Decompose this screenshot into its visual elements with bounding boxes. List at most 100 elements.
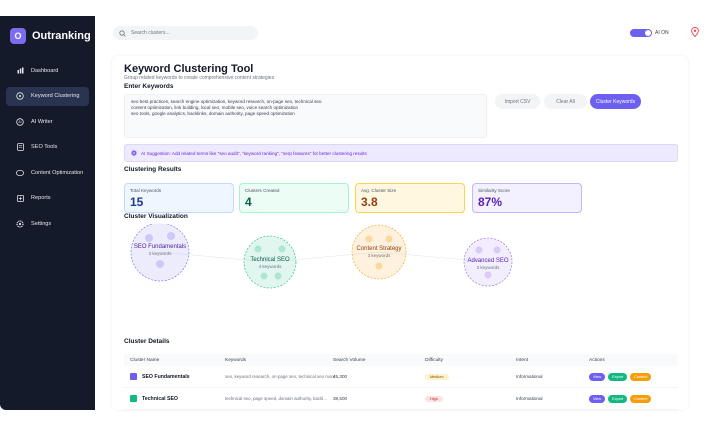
intent-cell: Informational: [516, 396, 589, 401]
cluster-name: SEO Fundamentals: [142, 374, 190, 380]
cluster-name: Content Strategy: [356, 246, 401, 252]
cluster-node-technical-seo[interactable]: Technical SEO 4 keywords: [244, 236, 296, 288]
clear-all-button[interactable]: Clear All: [544, 94, 587, 109]
view-button[interactable]: View: [589, 373, 605, 381]
cluster-name-cell: SEO Fundamentals: [124, 373, 225, 380]
difficulty-cell: High: [425, 396, 516, 401]
sidebar-item-content-optimization[interactable]: Content Optimization: [6, 163, 89, 182]
sidebar-item-label: Keyword Clustering: [31, 93, 80, 99]
brand-logo: O: [10, 28, 26, 44]
stat-value: 4: [245, 195, 343, 209]
sidebar-item-ai-writer[interactable]: AI AI Writer: [6, 112, 89, 131]
search-volume-cell: 38,500: [333, 396, 425, 401]
sidebar-item-label: AI Writer: [31, 119, 53, 125]
sidebar-item-settings[interactable]: Settings: [6, 214, 89, 233]
cluster-color-swatch: [130, 395, 137, 402]
column-header[interactable]: Actions: [589, 358, 678, 363]
export-button[interactable]: Export: [608, 395, 627, 403]
ai-suggestion-text: AI Suggestion: Add related terms like "s…: [141, 151, 367, 156]
ai-icon: AI: [16, 118, 24, 126]
keywords-cell: technical seo, page speed, domain author…: [225, 396, 333, 401]
cluster-count: 4 keywords: [259, 264, 283, 269]
page-subtitle: Group related keywords to create compreh…: [124, 75, 274, 81]
view-button[interactable]: View: [589, 395, 605, 403]
keyword-line: seo tools, google analytics, backlinks, …: [131, 111, 480, 117]
cluster-name: Advanced SEO: [467, 258, 508, 264]
stat-value: 15: [130, 195, 228, 209]
notification-pin-icon[interactable]: [691, 27, 699, 37]
clustering-results-heading: Clustering Results: [124, 166, 181, 173]
stat-clusters-created: Clusters Created 4: [239, 183, 349, 213]
difficulty-badge: Medium: [425, 374, 449, 380]
actions-cell: View Export Content: [589, 395, 678, 403]
cluster-visualization: SEO Fundamentals 3 keywords Technical SE…: [124, 224, 678, 332]
content-button[interactable]: Content: [630, 395, 651, 403]
brand-name: Outranking: [32, 30, 91, 42]
cluster-keywords-button[interactable]: Cluster Keywords: [590, 94, 641, 109]
stat-value: 3.8: [361, 195, 459, 209]
table-row: SEO Fundamentals seo, keyword research, …: [124, 366, 678, 388]
brand[interactable]: O Outranking: [10, 28, 91, 44]
stat-similarity-score: Similarity Score 87%: [472, 183, 582, 213]
content-button[interactable]: Content: [630, 373, 651, 381]
column-header[interactable]: Intent: [516, 358, 589, 363]
stat-value: 87%: [478, 195, 576, 209]
cluster-visualization-heading: Cluster Visualization: [124, 213, 188, 220]
cluster-name: Technical SEO: [142, 396, 178, 402]
chart-icon: [16, 67, 24, 75]
stat-label: Total Keywords: [130, 188, 228, 193]
column-header[interactable]: Difficulty: [425, 358, 516, 363]
column-header[interactable]: Keywords: [225, 358, 333, 363]
stat-label: Clusters Created: [245, 188, 343, 193]
difficulty-cell: Medium: [425, 374, 516, 379]
ai-toggle[interactable]: [630, 29, 652, 37]
ai-toggle-label: AI ON: [655, 30, 669, 36]
main-panel: Keyword Clustering Tool Group related ke…: [112, 56, 688, 410]
optimize-icon: [16, 169, 24, 177]
svg-text:AI: AI: [133, 151, 136, 155]
cluster-name: SEO Fundamentals: [134, 244, 186, 250]
sidebar-item-label: Dashboard: [31, 68, 58, 74]
keywords-textarea[interactable]: seo best practices, search engine optimi…: [124, 94, 487, 138]
stat-label: Avg. Cluster Size: [361, 188, 459, 193]
sidebar-item-reports[interactable]: Reports: [6, 189, 89, 208]
cluster-visualization-svg: SEO Fundamentals 3 keywords Technical SE…: [124, 224, 678, 332]
keywords-text: seo, keyword research, on-page seo, tech…: [225, 374, 324, 379]
cluster-node-advanced-seo[interactable]: Advanced SEO 3 keywords: [464, 238, 512, 286]
sidebar-item-dashboard[interactable]: Dashboard: [6, 61, 89, 80]
table-header: Cluster Name Keywords Search Volume Diff…: [124, 354, 678, 366]
column-header[interactable]: Cluster Name: [124, 358, 225, 363]
difficulty-badge: High: [425, 396, 443, 402]
actions-cell: View Export Content: [589, 373, 678, 381]
svg-text:AI: AI: [18, 120, 21, 124]
cluster-icon: [16, 92, 24, 100]
cluster-name-cell: Technical SEO: [124, 395, 225, 402]
search-icon: [119, 30, 126, 37]
export-button[interactable]: Export: [608, 373, 627, 381]
cluster-count: 3 keywords: [149, 251, 173, 256]
page-title: Keyword Clustering Tool: [124, 63, 253, 75]
sidebar-item-seo-tools[interactable]: SEO Tools: [6, 138, 89, 157]
sidebar-item-label: Content Optimization: [31, 170, 83, 176]
search-input[interactable]: [131, 30, 251, 36]
column-header[interactable]: Search Volume: [333, 358, 425, 363]
sidebar: O Outranking Dashboard Keyword Clusterin…: [0, 16, 95, 410]
intent-cell: Informational: [516, 374, 589, 379]
cluster-details-table: Cluster Name Keywords Search Volume Diff…: [124, 354, 678, 410]
search-bar: [113, 26, 258, 40]
cluster-count: 3 keywords: [477, 265, 501, 270]
import-csv-button[interactable]: Import CSV: [495, 94, 540, 109]
sidebar-nav: Dashboard Keyword Clustering AI AI Write…: [6, 61, 89, 240]
sidebar-item-label: Settings: [31, 221, 51, 227]
cluster-node-content-strategy[interactable]: Content Strategy 3 keywords: [352, 225, 406, 279]
stat-label: Similarity Score: [478, 188, 576, 193]
report-icon: [16, 194, 24, 202]
sidebar-item-keyword-clustering[interactable]: Keyword Clustering: [6, 87, 89, 106]
cluster-node-seo-fundamentals[interactable]: SEO Fundamentals 3 keywords: [131, 224, 189, 281]
document-icon: [16, 143, 24, 151]
keywords-cell: seo, keyword research, on-page seo, tech…: [225, 374, 333, 379]
gear-icon: [16, 220, 24, 228]
sidebar-item-label: Reports: [31, 195, 51, 201]
sidebar-item-label: SEO Tools: [31, 144, 57, 150]
